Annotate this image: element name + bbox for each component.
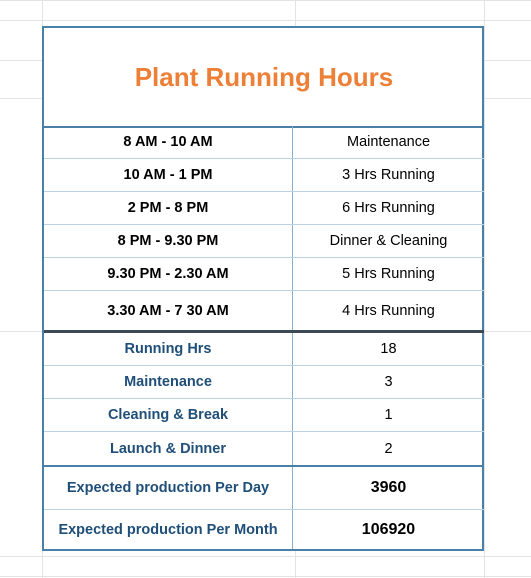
time-cell[interactable]: 3.30 AM - 7 30 AM — [44, 291, 293, 330]
schedule-row[interactable]: 8 PM - 9.30 PM Dinner & Cleaning — [44, 225, 484, 258]
time-cell[interactable]: 2 PM - 8 PM — [44, 192, 293, 224]
time-cell[interactable]: 9.30 PM - 2.30 AM — [44, 258, 293, 290]
section-divider — [44, 465, 484, 467]
section-divider — [44, 330, 484, 333]
activity-cell[interactable]: 6 Hrs Running — [342, 200, 435, 216]
activity-cell[interactable]: 3 Hrs Running — [342, 167, 435, 183]
summary-row[interactable]: Running Hrs 18 — [44, 333, 484, 366]
summary-value[interactable]: 3 — [384, 374, 393, 390]
production-row[interactable]: Expected production Per Day 3960 — [44, 467, 484, 510]
table-title[interactable]: Plant Running Hours — [44, 28, 484, 128]
summary-row[interactable]: Launch & Dinner 2 — [44, 432, 484, 465]
activity-cell[interactable]: 5 Hrs Running — [342, 266, 435, 282]
summary-value[interactable]: 2 — [384, 440, 393, 457]
time-cell[interactable]: 10 AM - 1 PM — [44, 159, 293, 191]
summary-label[interactable]: Launch & Dinner — [44, 432, 293, 465]
summary-label[interactable]: Running Hrs — [44, 333, 293, 365]
production-value[interactable]: 3960 — [370, 479, 407, 496]
schedule-row[interactable]: 2 PM - 8 PM 6 Hrs Running — [44, 192, 484, 225]
summary-value[interactable]: 1 — [384, 407, 393, 423]
plant-hours-table: Plant Running Hours 8 AM - 10 AM Mainten… — [42, 26, 484, 551]
time-cell[interactable]: 8 AM - 10 AM — [44, 126, 293, 158]
summary-label[interactable]: Maintenance — [44, 366, 293, 398]
schedule-row[interactable]: 9.30 PM - 2.30 AM 5 Hrs Running — [44, 258, 484, 291]
production-label[interactable]: Expected production Per Day — [44, 467, 293, 509]
time-cell[interactable]: 8 PM - 9.30 PM — [44, 225, 293, 257]
summary-row[interactable]: Maintenance 3 — [44, 366, 484, 399]
production-label[interactable]: Expected production Per Month — [44, 510, 293, 549]
production-value[interactable]: 106920 — [361, 520, 416, 538]
summary-row[interactable]: Cleaning & Break 1 — [44, 399, 484, 432]
summary-value[interactable]: 18 — [380, 341, 397, 357]
schedule-row[interactable]: 10 AM - 1 PM 3 Hrs Running — [44, 159, 484, 192]
activity-cell[interactable]: Maintenance — [346, 134, 431, 150]
activity-cell[interactable]: Dinner & Cleaning — [329, 233, 448, 249]
schedule-row[interactable]: 8 AM - 10 AM Maintenance — [44, 126, 484, 159]
production-row[interactable]: Expected production Per Month 106920 — [44, 510, 484, 549]
activity-cell[interactable]: 4 Hrs Running — [342, 302, 435, 319]
summary-label[interactable]: Cleaning & Break — [44, 399, 293, 431]
schedule-row[interactable]: 3.30 AM - 7 30 AM 4 Hrs Running — [44, 291, 484, 330]
